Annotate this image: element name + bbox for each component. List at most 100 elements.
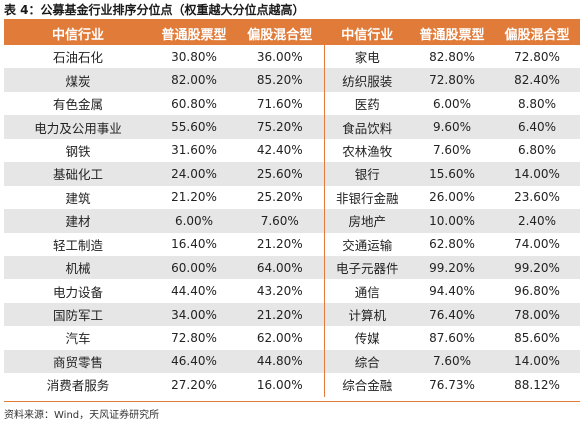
hybrid-fund-value: 7.60%	[236, 209, 325, 233]
hybrid-fund-value: 72.80%	[514, 49, 560, 64]
hybrid-fund-value: 23.60%	[514, 190, 560, 205]
industry-name: 建材	[4, 209, 152, 233]
stock-fund-value: 99.20%	[410, 255, 494, 280]
stock-fund-value: 15.60%	[410, 162, 494, 186]
hybrid-fund-value: 14.00%	[494, 162, 580, 186]
hybrid-fund-value: 78.00%	[494, 302, 580, 327]
hybrid-fund-value: 82.40%	[494, 68, 580, 92]
header-industry-left: 中信行业	[4, 21, 152, 45]
industry-name: 电子元器件	[324, 255, 410, 280]
industry-name: 钢铁	[65, 143, 91, 159]
stock-fund-value: 26.00%	[429, 190, 475, 205]
stock-fund-value: 82.80%	[429, 49, 475, 64]
industry-name: 国防军工	[4, 302, 152, 327]
industry-name: 煤炭	[4, 68, 152, 92]
table-row: 煤炭 82.00% 85.20% 纺织服装 72.80% 82.40%	[4, 68, 580, 92]
stock-fund-value: 55.60%	[152, 115, 236, 139]
stock-fund-value: 76.73%	[429, 377, 475, 392]
table-row: 石油石化 30.80% 36.00% 家电 82.80% 72.80%	[4, 45, 580, 69]
hybrid-fund-value: 6.40%	[494, 115, 580, 139]
industry-name: 医药	[354, 97, 380, 113]
stock-fund-value: 7.60%	[432, 143, 472, 158]
stock-fund-value: 21.20%	[171, 190, 217, 205]
industry-name: 房地产	[324, 209, 410, 233]
hybrid-fund-value: 44.80%	[236, 349, 325, 374]
hybrid-fund-value: 25.60%	[236, 162, 325, 186]
header-stock-fund-right: 普通股票型	[410, 21, 494, 45]
industry-percentile-table: 中信行业 普通股票型 偏股混合型 中信行业 普通股票型 偏股混合型 石油石化 30…	[4, 21, 580, 397]
stock-fund-value: 46.40%	[152, 349, 236, 374]
stock-fund-value: 44.40%	[171, 284, 217, 299]
industry-name: 家电	[354, 50, 380, 66]
stock-fund-value: 24.00%	[152, 162, 236, 186]
industry-name: 电力及公用事业	[4, 115, 152, 139]
industry-name: 有色金属	[52, 97, 103, 113]
table-row: 国防军工 34.00% 21.20% 计算机 76.40% 78.00%	[4, 302, 580, 327]
stock-fund-value: 6.00%	[152, 209, 236, 233]
industry-name: 银行	[324, 162, 410, 186]
industry-name: 轻工制造	[52, 237, 103, 253]
hybrid-fund-value: 74.00%	[514, 237, 560, 252]
table-row: 消费者服务 27.20% 16.00% 综合金融 76.73% 88.12%	[4, 373, 580, 397]
hybrid-fund-value: 62.00%	[236, 326, 325, 350]
hybrid-fund-value: 16.00%	[236, 373, 325, 397]
hybrid-fund-value: 36.00%	[236, 45, 325, 69]
table-row: 汽车 72.80% 62.00% 传媒 87.60% 85.60%	[4, 326, 580, 350]
table-row: 商贸零售 46.40% 44.80% 综合 7.60% 14.00%	[4, 349, 580, 374]
industry-name: 综合	[324, 349, 410, 374]
stock-fund-value: 72.80%	[410, 68, 494, 92]
hybrid-fund-value: 14.00%	[494, 349, 580, 374]
stock-fund-value: 30.80%	[171, 49, 217, 64]
table-row: 电力设备 44.40% 43.20% 通信 94.40% 96.80%	[4, 279, 580, 303]
industry-name: 农林渔牧	[342, 143, 393, 159]
table-row: 建材 6.00% 7.60% 房地产 10.00% 2.40%	[4, 209, 580, 233]
hybrid-fund-value: 21.20%	[236, 302, 325, 327]
source-note: 资料来源：Wind，天风证券研究所	[4, 410, 160, 421]
hybrid-fund-value: 64.00%	[236, 255, 325, 280]
stock-fund-value: 9.60%	[410, 115, 494, 139]
table-title: 表 4：公募基金行业排序分位点（权重越大分位点越高）	[4, 3, 305, 17]
hybrid-fund-value: 85.60%	[514, 330, 560, 345]
stock-fund-value: 87.60%	[429, 330, 475, 345]
industry-name: 石油石化	[52, 50, 103, 66]
table-row: 机械 60.00% 64.00% 电子元器件 99.20% 99.20%	[4, 255, 580, 280]
industry-name: 非银行金融	[335, 190, 399, 206]
table-bottom-rule	[4, 401, 580, 402]
hybrid-fund-value: 88.12%	[514, 377, 560, 392]
hybrid-fund-value: 96.80%	[514, 284, 560, 299]
header-hybrid-fund-right: 偏股混合型	[494, 21, 580, 45]
table-row: 有色金属 60.80% 71.60% 医药 6.00% 8.80%	[4, 91, 580, 116]
hybrid-fund-value: 6.80%	[517, 143, 557, 158]
hybrid-fund-value: 42.40%	[236, 138, 325, 163]
industry-name: 食品饮料	[324, 115, 410, 139]
table-row: 轻工制造 16.40% 21.20% 交通运输 62.80% 74.00%	[4, 232, 580, 256]
industry-name: 交通运输	[342, 237, 393, 253]
hybrid-fund-value: 71.60%	[236, 91, 325, 116]
table-header-row: 中信行业 普通股票型 偏股混合型 中信行业 普通股票型 偏股混合型	[4, 21, 580, 45]
industry-name: 通信	[354, 284, 380, 300]
table-row: 基础化工 24.00% 25.60% 银行 15.60% 14.00%	[4, 162, 580, 186]
hybrid-fund-value: 99.20%	[494, 255, 580, 280]
stock-fund-value: 76.40%	[410, 302, 494, 327]
hybrid-fund-value: 21.20%	[236, 232, 325, 256]
industry-name: 汽车	[65, 331, 91, 347]
stock-fund-value: 10.00%	[410, 209, 494, 233]
table-row: 钢铁 31.60% 42.40% 农林渔牧 7.60% 6.80%	[4, 138, 580, 163]
stock-fund-value: 94.40%	[429, 284, 475, 299]
hybrid-fund-value: 43.20%	[236, 279, 325, 303]
industry-name: 计算机	[324, 302, 410, 327]
stock-fund-value: 27.20%	[171, 377, 217, 392]
title-rule	[4, 19, 580, 21]
industry-name: 建筑	[65, 190, 91, 206]
hybrid-fund-value: 85.20%	[236, 68, 325, 92]
stock-fund-value: 6.00%	[432, 96, 472, 111]
industry-name: 消费者服务	[46, 378, 110, 394]
table-body: 石油石化 30.80% 36.00% 家电 82.80% 72.80% 煤炭 82.00% 85…	[4, 45, 580, 397]
hybrid-fund-value: 25.20%	[236, 185, 325, 210]
stock-fund-value: 31.60%	[171, 143, 217, 158]
hybrid-fund-value: 8.80%	[517, 96, 557, 111]
stock-fund-value: 60.80%	[171, 96, 217, 111]
stock-fund-value: 34.00%	[152, 302, 236, 327]
header-stock-fund-left: 普通股票型	[152, 21, 236, 45]
stock-fund-value: 7.60%	[410, 349, 494, 374]
